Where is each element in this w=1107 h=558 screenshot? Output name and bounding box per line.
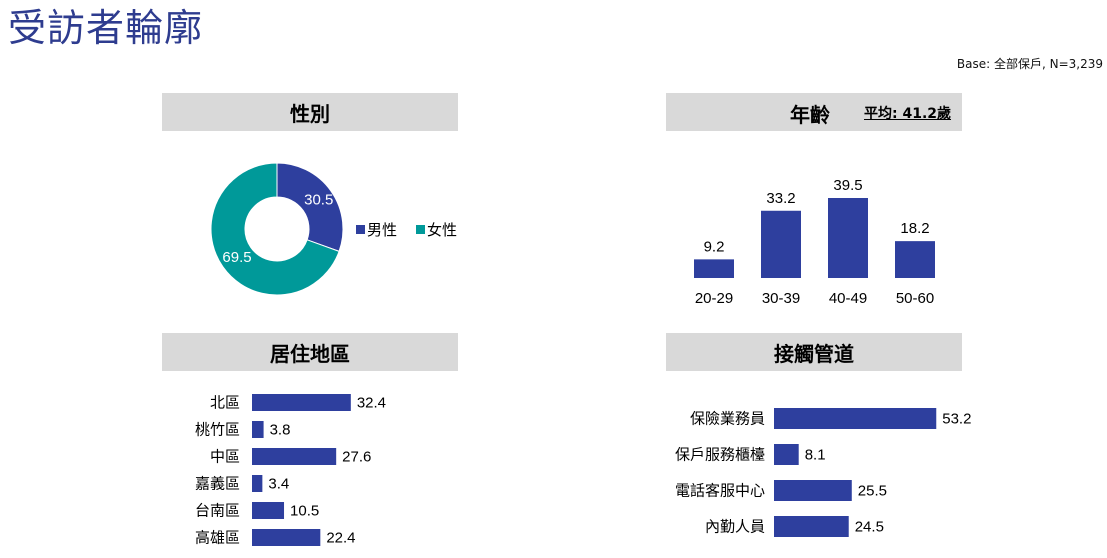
donut-slice-2 [210,162,340,296]
bar [252,421,264,438]
bar [252,529,321,546]
category-label: 30-39 [762,290,800,307]
bar [252,475,263,492]
legend-label: 女性 [427,221,457,239]
bar [774,516,849,537]
bar-value-label: 10.5 [290,503,319,520]
category-label: 台南區 [195,503,240,520]
page-title: 受訪者輪廓 [8,6,204,50]
bar-value-label: 8.1 [805,447,826,464]
bar [694,259,734,278]
category-label: 中區 [210,449,240,466]
bar [895,241,935,278]
bar-value-label: 25.5 [858,483,887,500]
bar [252,394,351,411]
category-label: 內勤人員 [705,519,765,536]
bar [252,448,337,465]
age-average: 平均: 41.2歲 [864,106,952,122]
bar-value-label: 27.6 [342,449,371,466]
category-label: 嘉義區 [195,476,240,493]
category-label: 保戶服務櫃檯 [675,447,765,464]
bar [774,444,799,465]
age-title: 年齡 [790,103,830,127]
bar-value-label: 33.2 [766,190,795,207]
legend-swatch-2 [416,225,425,234]
bar-value-label: 39.5 [833,177,862,194]
bar-value-label: 22.4 [326,530,355,547]
legend-swatch-1 [356,225,365,234]
donut-value-label: 30.5 [304,192,333,209]
category-label: 高雄區 [195,530,240,547]
bar-value-label: 53.2 [942,411,971,428]
channel-title: 接觸管道 [774,341,854,366]
bar-value-label: 24.5 [855,519,884,536]
bar-value-label: 18.2 [900,220,929,237]
donut-slice-1 [276,162,344,252]
bar [252,502,285,519]
region-header: 居住地區 [162,333,458,371]
bar-value-label: 9.2 [704,238,725,255]
donut-value-label: 69.5 [222,249,251,266]
bar [774,408,937,429]
bar [761,210,801,278]
legend-label: 男性 [367,222,397,239]
age-header: 年齡 平均: 41.2歲 [666,93,962,131]
category-label: 保險業務員 [690,411,765,428]
category-label: 50-60 [896,290,934,307]
category-label: 桃竹區 [195,422,240,439]
gender-donut-chart: 30.5 69.5 男性 女性 [210,162,457,296]
bar [774,480,852,501]
gender-header: 性別 [162,93,458,131]
gender-title: 性別 [290,101,330,126]
bar-value-label: 32.4 [357,395,386,412]
bar-value-label: 3.8 [270,422,291,439]
category-label: 20-29 [695,290,733,307]
bar-value-label: 3.4 [268,476,289,493]
category-label: 北區 [210,395,240,412]
category-label: 電話客服中心 [675,483,765,500]
age-bar-chart: 9.2 20-29 33.2 30-39 39.5 40-49 18.2 50-60 [694,177,935,307]
category-label: 40-49 [829,290,867,307]
channel-bar-chart: 保險業務員 53.2 保戶服務櫃檯 8.1 電話客服中心 25.5 內勤人員 24.5 [675,408,971,537]
base-note: Base: 全部保戶, N=3,239 [956,57,1103,71]
region-bar-chart: 北區 32.4 桃竹區 3.8 中區 27.6 嘉義區 3.4 台南區 10.5 高雄區 22.4 [195,394,386,547]
bar [828,198,868,278]
channel-header: 接觸管道 [666,333,962,371]
region-title: 居住地區 [270,341,350,366]
